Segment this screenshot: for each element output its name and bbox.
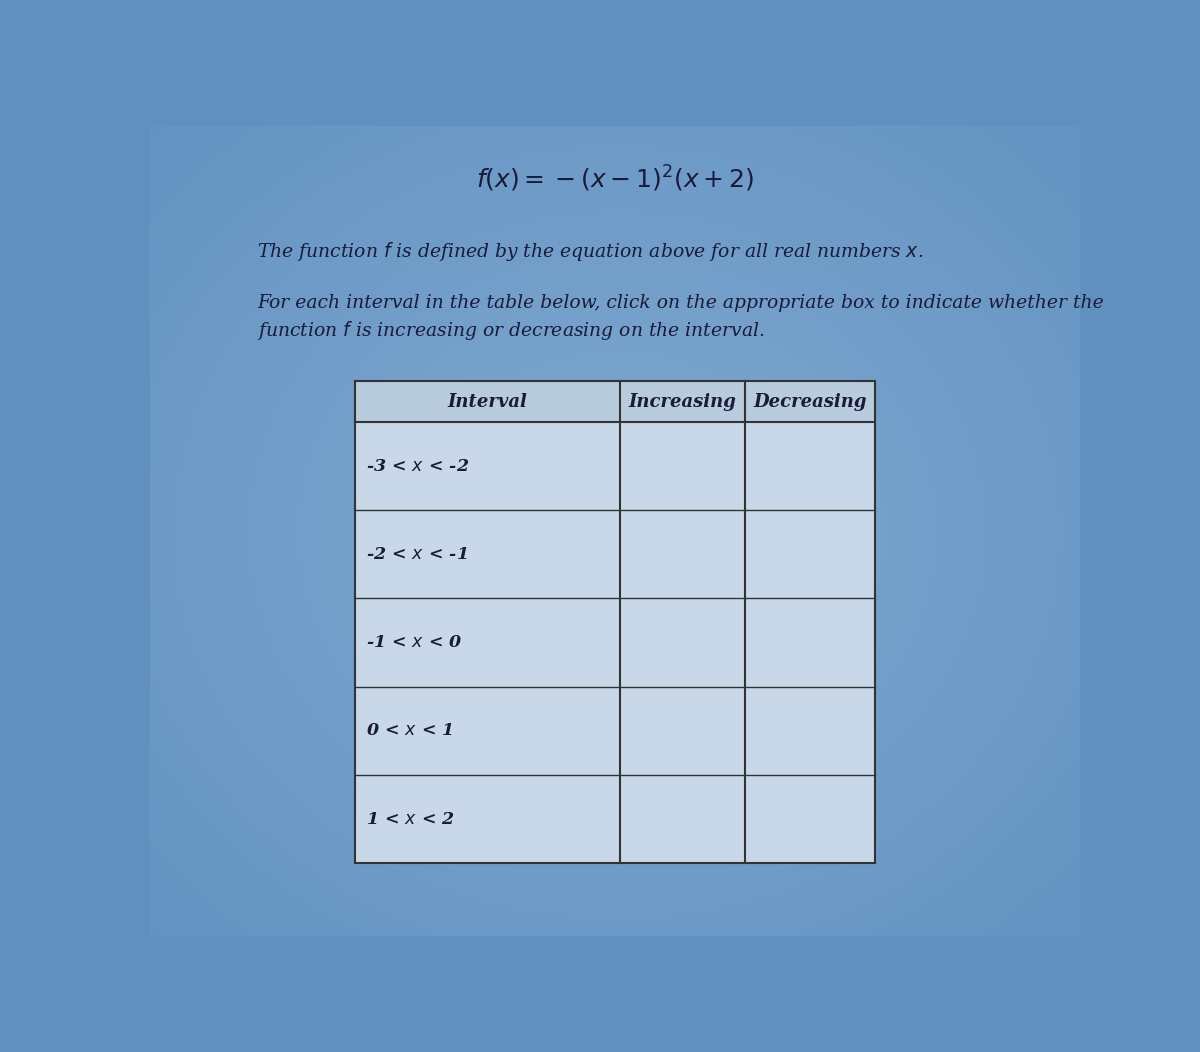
Text: Interval: Interval <box>448 392 527 410</box>
Text: 0 < $x$ < 1: 0 < $x$ < 1 <box>366 723 452 740</box>
Text: -3 < $x$ < -2: -3 < $x$ < -2 <box>366 458 469 474</box>
Text: For each interval in the table below, click on the appropriate box to indicate w: For each interval in the table below, cl… <box>257 294 1104 311</box>
Bar <box>355 382 876 864</box>
Bar <box>355 382 876 422</box>
Text: 1 < $x$ < 2: 1 < $x$ < 2 <box>366 811 455 828</box>
Text: -2 < $x$ < -1: -2 < $x$ < -1 <box>366 546 467 563</box>
Text: $f(x) = -(x-1)^2(x+2)$: $f(x) = -(x-1)^2(x+2)$ <box>476 164 754 194</box>
Text: Increasing: Increasing <box>629 392 737 410</box>
Text: function $f$ is increasing or decreasing on the interval.: function $f$ is increasing or decreasing… <box>257 319 764 342</box>
Text: The function $f$ is defined by the equation above for all real numbers $x$.: The function $f$ is defined by the equat… <box>257 240 923 263</box>
Bar <box>355 382 876 864</box>
Text: -1 < $x$ < 0: -1 < $x$ < 0 <box>366 634 462 651</box>
Text: Decreasing: Decreasing <box>754 392 868 410</box>
